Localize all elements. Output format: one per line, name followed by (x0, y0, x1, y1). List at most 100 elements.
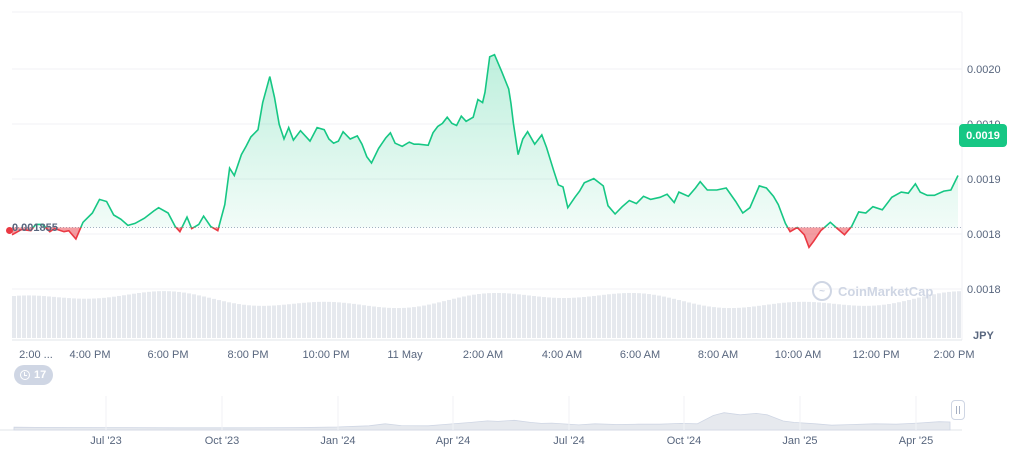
volume-bar (667, 297, 671, 338)
volume-bar (677, 300, 681, 338)
volume-bar (127, 294, 131, 338)
volume-bar (67, 298, 71, 338)
volume-bar (87, 298, 91, 338)
volume-bar (377, 307, 381, 338)
volume-bar (557, 297, 561, 338)
x-tick-label: 8:00 AM (698, 349, 738, 361)
volume-bar (412, 307, 416, 338)
volume-bar (27, 295, 31, 338)
volume-bar (197, 295, 201, 338)
volume-bar (682, 301, 686, 338)
volume-bar (62, 297, 66, 338)
volume-bar (242, 304, 246, 338)
volume-bar (177, 291, 181, 338)
volume-bar (707, 306, 711, 338)
volume-bar (892, 303, 896, 338)
volume-bar (617, 293, 621, 338)
x-tick-label: 11 May (387, 349, 423, 361)
volume-bar (757, 305, 761, 338)
navigator-tick-label: Apr '24 (436, 435, 471, 447)
x-tick-label: 12:00 PM (852, 349, 899, 361)
volume-bar (292, 303, 296, 338)
volume-bar (917, 297, 921, 338)
volume-bar (227, 302, 231, 338)
volume-bar (932, 294, 936, 338)
volume-bar (472, 294, 476, 338)
volume-bar (152, 291, 156, 338)
volume-bar (267, 305, 271, 338)
volume-bar (107, 297, 111, 338)
watermark: ~ CoinMarketCap (812, 281, 933, 301)
events-badge[interactable]: 17 (14, 365, 54, 385)
navigator-tick-label: Oct '23 (205, 435, 240, 447)
y-tick-label: 0.0018 (967, 284, 1001, 296)
volume-bar (322, 301, 326, 338)
volume-bar (137, 293, 141, 338)
volume-bar (417, 306, 421, 338)
volume-bar (172, 291, 176, 338)
volume-bar (487, 293, 491, 338)
volume-bar (357, 304, 361, 338)
volume-bar (957, 291, 961, 338)
volume-bar (672, 298, 676, 338)
volume-bar (232, 303, 236, 338)
volume-bar (562, 297, 566, 338)
navigator-tick-label: Apr '25 (899, 435, 934, 447)
volume-bar (312, 302, 316, 338)
x-tick-label: 10:00 AM (775, 349, 821, 361)
volume-bar (52, 296, 56, 338)
volume-bar (587, 296, 591, 338)
volume-bar (567, 297, 571, 338)
volume-bar (387, 307, 391, 338)
y-tick-label: 0.0020 (967, 64, 1001, 76)
volume-bar (397, 308, 401, 338)
volume-bar (257, 305, 261, 338)
volume-bar (437, 302, 441, 338)
volume-bar (552, 297, 556, 338)
navigator-tick-label: Jan '24 (320, 435, 355, 447)
events-count: 17 (34, 369, 47, 381)
x-tick-label: 2:00 PM (934, 349, 975, 361)
x-axis: 2:00 ... 4:00 PM 6:00 PM 8:00 PM 10:00 PM 11 … (19, 349, 974, 361)
volume-bar (522, 294, 526, 338)
baseline-marker (6, 227, 13, 234)
volume-bar (247, 305, 251, 338)
volume-bar (792, 302, 796, 338)
volume-bar (102, 297, 106, 338)
volume-bar (12, 296, 16, 338)
navigator-tick-label: Jul '24 (553, 435, 584, 447)
volume-bar (497, 292, 501, 338)
current-price-badge: 0.0019 (959, 124, 1007, 147)
volume-bar (692, 303, 696, 338)
volume-bar (812, 302, 816, 338)
volume-bar (302, 302, 306, 338)
volume-bar (602, 294, 606, 338)
volume-bar (727, 308, 731, 338)
volume-bar (72, 298, 76, 338)
volume-bars (12, 291, 961, 338)
volume-bar (207, 297, 211, 338)
volume-bar (92, 298, 96, 338)
volume-bar (607, 294, 611, 338)
volume-bar (897, 302, 901, 338)
volume-bar (347, 303, 351, 338)
volume-bar (832, 303, 836, 338)
volume-bar (162, 291, 166, 338)
volume-bar (782, 302, 786, 338)
navigator[interactable]: Jul '23 Oct '23 Jan '24 Apr '24 Jul '24 Oct '… (0, 396, 962, 447)
volume-bar (722, 307, 726, 338)
volume-bar (922, 296, 926, 338)
volume-bar (702, 305, 706, 338)
navigator-drag-handle[interactable] (951, 400, 965, 420)
volume-bar (577, 297, 581, 338)
volume-bar (492, 292, 496, 338)
volume-bar (192, 294, 196, 338)
volume-bar (262, 305, 266, 338)
volume-bar (342, 302, 346, 338)
volume-bar (432, 303, 436, 338)
x-tick-label: 4:00 AM (542, 349, 582, 361)
volume-bar (362, 305, 366, 338)
volume-bar (142, 292, 146, 338)
volume-bar (452, 298, 456, 338)
